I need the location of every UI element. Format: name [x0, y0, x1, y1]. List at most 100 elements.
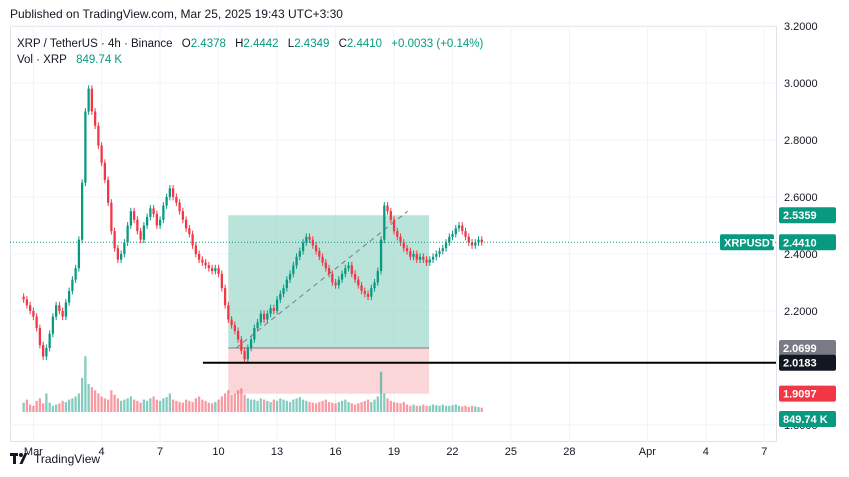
candle-body	[474, 242, 477, 246]
volume-bar	[142, 399, 146, 412]
footer-brand[interactable]: TradingView	[10, 452, 100, 466]
candle-body	[262, 313, 266, 320]
volume-bar	[227, 390, 230, 412]
legend-low-label: L	[287, 38, 295, 50]
candle-body	[145, 216, 149, 226]
price-tick-label: 2.4000	[784, 249, 818, 261]
volume-bar	[116, 398, 120, 412]
price-tick-label: 2.2000	[784, 306, 818, 318]
volume-bar	[45, 393, 48, 412]
volume-bar	[132, 399, 136, 412]
candle-body	[253, 328, 256, 340]
volume-bar	[379, 371, 383, 412]
volume-bar	[197, 396, 201, 412]
candle-body	[54, 305, 58, 317]
volume-bar	[110, 390, 113, 412]
candle-body	[32, 310, 35, 317]
volume-bar	[204, 400, 207, 412]
candle-body	[457, 225, 461, 229]
candle-body	[175, 196, 178, 203]
price-tick-label: 2.6000	[784, 192, 818, 204]
candle-body	[376, 271, 379, 283]
volume-bar	[285, 400, 288, 412]
volume-bar	[415, 405, 418, 412]
volume-bar	[334, 403, 337, 412]
volume-bar	[353, 404, 357, 412]
volume-bar	[64, 402, 68, 412]
candle-body	[256, 322, 259, 329]
volume-bar	[149, 398, 152, 412]
candle-body	[116, 248, 120, 260]
candle-body	[318, 251, 321, 257]
candle-body	[233, 325, 236, 331]
volume-bar	[119, 400, 123, 412]
candle-body	[25, 299, 29, 306]
candle-body	[409, 251, 412, 257]
volume-bar	[318, 402, 321, 412]
legend-symbol[interactable]: XRP / TetherUS · 4h · Binance	[17, 38, 173, 50]
candle-body	[38, 328, 42, 346]
volume-bar	[123, 399, 126, 412]
volume-bar	[253, 399, 256, 412]
candle-body	[220, 273, 223, 289]
volume-bar	[80, 377, 84, 412]
candle-body	[171, 188, 175, 197]
time-tick-label: 13	[271, 446, 283, 458]
candle-body	[366, 293, 370, 297]
candle-body	[110, 202, 113, 232]
candle-body	[373, 282, 376, 289]
volume-bar	[337, 402, 340, 412]
candle-body	[129, 211, 133, 226]
volume-bar	[269, 402, 272, 412]
volume-bar	[266, 400, 269, 412]
legend-volume-label[interactable]: Vol · XRP	[17, 54, 67, 66]
candle-body	[399, 236, 402, 243]
candle-body	[324, 262, 327, 269]
volume-bar	[467, 407, 470, 412]
candle-body	[480, 239, 483, 243]
candle-body	[165, 196, 168, 206]
volume-bar	[93, 390, 97, 412]
support-price-badge-bg	[779, 354, 836, 371]
volume-bar	[100, 396, 103, 412]
volume-bar	[249, 399, 253, 412]
volume-bar	[136, 400, 139, 412]
candle-body	[214, 268, 217, 272]
legend-open-value: 2.4378	[190, 38, 226, 50]
volume-bar	[451, 405, 454, 412]
volume-bar	[396, 402, 399, 412]
candle-body	[405, 248, 409, 252]
candle-body	[139, 231, 142, 240]
volume-bar	[435, 405, 438, 412]
candle-body	[204, 262, 207, 266]
volume-bar	[470, 405, 474, 412]
candle-body	[77, 239, 81, 269]
stop-price-badge: 1.9097	[783, 389, 817, 401]
candle-body	[363, 290, 366, 294]
volume-bar	[295, 398, 298, 412]
price-axis[interactable]	[776, 26, 849, 442]
candle-body	[415, 253, 418, 260]
volume-bar	[191, 402, 194, 412]
volume-bar	[246, 398, 249, 412]
volume-bar	[366, 399, 370, 412]
target-price-badge-bg	[779, 207, 836, 224]
candle-body	[35, 316, 38, 329]
volume-bar	[272, 399, 275, 412]
volume-bar	[383, 393, 386, 412]
candle-body	[149, 208, 152, 217]
candle-body	[279, 293, 282, 300]
candle-body	[305, 236, 308, 243]
candle-body	[223, 288, 227, 306]
candle-body	[344, 268, 347, 274]
volume-bar	[402, 402, 405, 412]
time-tick-label: Mar	[24, 446, 43, 458]
time-tick-label: 16	[329, 446, 341, 458]
candle-body	[402, 242, 405, 249]
volume-bar	[139, 402, 142, 412]
volume-bar	[51, 405, 55, 412]
candle-body	[311, 239, 314, 246]
volume-bar	[389, 400, 392, 412]
entry-price-badge-bg	[779, 340, 836, 357]
volume-bar	[288, 402, 292, 412]
